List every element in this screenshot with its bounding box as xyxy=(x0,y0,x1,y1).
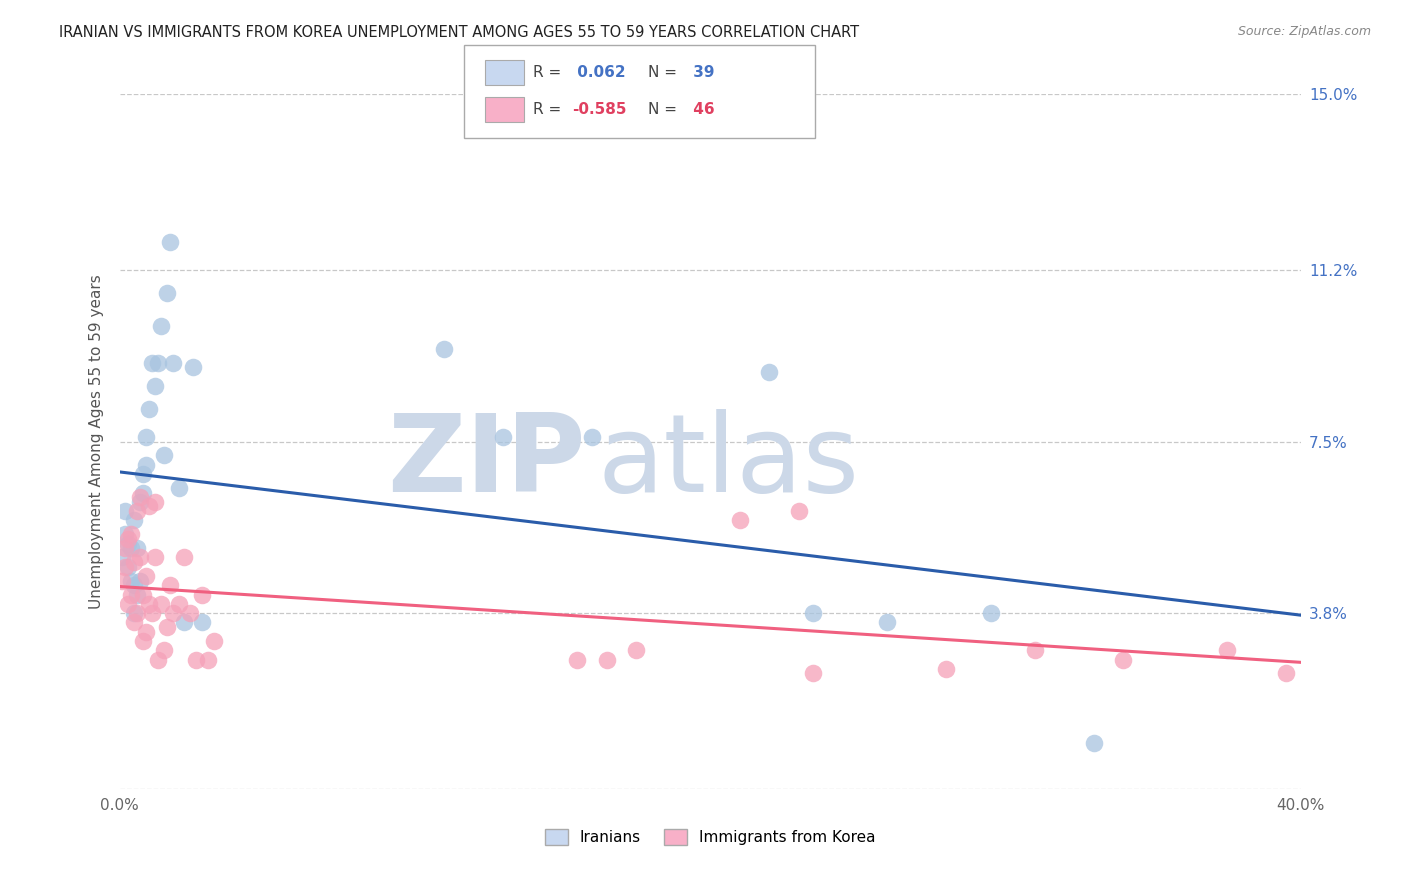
Point xyxy=(179,606,201,620)
Point xyxy=(149,597,172,611)
Point xyxy=(159,578,181,592)
Point xyxy=(143,550,166,565)
Text: 39: 39 xyxy=(688,65,714,79)
Point xyxy=(129,574,152,588)
Point xyxy=(117,536,139,550)
Point xyxy=(1112,652,1135,666)
Point xyxy=(143,495,166,509)
Point xyxy=(197,652,219,666)
Point xyxy=(624,643,647,657)
Point xyxy=(138,500,160,514)
Point xyxy=(127,606,149,620)
Point xyxy=(1083,736,1105,750)
Point xyxy=(117,559,139,574)
Point xyxy=(787,504,810,518)
Point xyxy=(728,513,751,527)
Point xyxy=(124,513,146,527)
Point xyxy=(1215,643,1237,657)
Point xyxy=(191,615,214,630)
Point xyxy=(129,490,152,504)
Point xyxy=(596,652,619,666)
Point xyxy=(167,597,190,611)
Point xyxy=(186,652,208,666)
Point xyxy=(581,430,603,444)
Text: Source: ZipAtlas.com: Source: ZipAtlas.com xyxy=(1237,25,1371,38)
Point xyxy=(120,527,142,541)
Point xyxy=(132,588,155,602)
Point xyxy=(143,379,166,393)
Point xyxy=(114,527,136,541)
Text: R =: R = xyxy=(533,65,561,79)
Point xyxy=(935,662,957,676)
Point xyxy=(127,588,149,602)
Point xyxy=(159,235,181,249)
Point xyxy=(162,606,184,620)
Text: ZIP: ZIP xyxy=(388,409,586,516)
Text: N =: N = xyxy=(648,103,678,117)
Point xyxy=(153,449,174,463)
Point xyxy=(127,504,149,518)
Point xyxy=(135,430,157,444)
Text: N =: N = xyxy=(648,65,678,79)
Point xyxy=(433,342,456,356)
Text: 0.062: 0.062 xyxy=(572,65,626,79)
Point xyxy=(146,356,169,370)
Point xyxy=(153,643,174,657)
Point xyxy=(146,652,169,666)
Point xyxy=(129,495,152,509)
Legend: Iranians, Immigrants from Korea: Iranians, Immigrants from Korea xyxy=(538,823,882,851)
Point xyxy=(124,615,146,630)
Point xyxy=(124,578,146,592)
Point xyxy=(141,356,163,370)
Point xyxy=(111,550,134,565)
Point xyxy=(138,597,160,611)
Point xyxy=(162,356,184,370)
Point xyxy=(801,606,824,620)
Point xyxy=(202,634,225,648)
Point xyxy=(129,550,152,565)
Point xyxy=(114,541,136,556)
Text: R =: R = xyxy=(533,103,561,117)
Point xyxy=(117,532,139,546)
Point xyxy=(979,606,1001,620)
Point xyxy=(173,550,195,565)
Point xyxy=(127,541,149,556)
Point xyxy=(565,652,589,666)
Point xyxy=(141,606,163,620)
Point xyxy=(173,615,195,630)
Point xyxy=(111,574,134,588)
Point xyxy=(149,318,172,333)
Point xyxy=(132,467,155,481)
Text: IRANIAN VS IMMIGRANTS FROM KOREA UNEMPLOYMENT AMONG AGES 55 TO 59 YEARS CORRELAT: IRANIAN VS IMMIGRANTS FROM KOREA UNEMPLO… xyxy=(59,25,859,40)
Point xyxy=(114,504,136,518)
Point xyxy=(167,481,190,495)
Point xyxy=(135,624,157,639)
Point xyxy=(124,555,146,569)
Point xyxy=(135,569,157,583)
Point xyxy=(183,360,205,375)
Point xyxy=(120,574,142,588)
Point xyxy=(191,588,214,602)
Point xyxy=(156,620,179,634)
Point xyxy=(114,559,136,574)
Point xyxy=(132,634,155,648)
Point xyxy=(1024,643,1046,657)
Point xyxy=(120,541,142,556)
Point xyxy=(138,402,160,417)
Point xyxy=(801,666,824,681)
Point xyxy=(117,597,139,611)
Point xyxy=(156,286,179,301)
Point xyxy=(876,615,898,630)
Point xyxy=(758,365,780,379)
Text: atlas: atlas xyxy=(598,409,860,516)
Text: -0.585: -0.585 xyxy=(572,103,627,117)
Point xyxy=(135,458,157,472)
Point xyxy=(120,588,142,602)
Point xyxy=(124,606,146,620)
Point xyxy=(492,430,515,444)
Text: 46: 46 xyxy=(688,103,714,117)
Point xyxy=(1275,666,1298,681)
Y-axis label: Unemployment Among Ages 55 to 59 years: Unemployment Among Ages 55 to 59 years xyxy=(89,274,104,609)
Point xyxy=(132,485,155,500)
